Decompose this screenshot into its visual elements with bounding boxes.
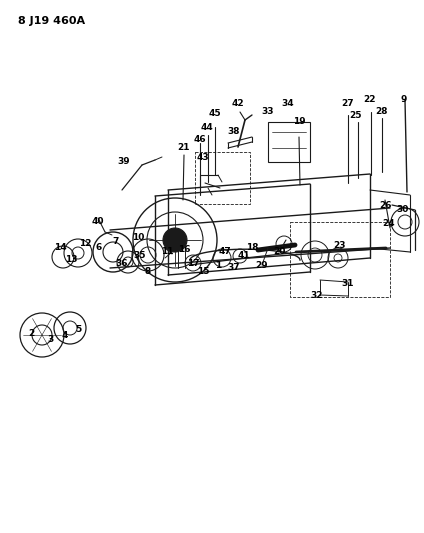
Text: 21: 21 (177, 143, 189, 152)
Text: 6: 6 (96, 244, 102, 253)
Text: 29: 29 (256, 261, 268, 270)
Text: 26: 26 (380, 200, 392, 209)
Text: 27: 27 (342, 99, 354, 108)
Text: 47: 47 (219, 247, 232, 256)
Text: 31: 31 (342, 279, 354, 288)
Text: 16: 16 (178, 245, 190, 254)
Text: 35: 35 (134, 251, 146, 260)
Text: 22: 22 (364, 95, 376, 104)
Text: 40: 40 (92, 216, 104, 225)
Text: 20: 20 (273, 247, 285, 256)
Text: 13: 13 (65, 255, 77, 264)
Text: 38: 38 (228, 126, 240, 135)
Text: 8: 8 (145, 268, 151, 277)
Text: 2: 2 (28, 328, 34, 337)
Text: 25: 25 (350, 110, 362, 119)
Text: 30: 30 (397, 206, 409, 214)
Text: 19: 19 (293, 117, 305, 126)
Text: 23: 23 (334, 241, 346, 251)
Text: 43: 43 (197, 154, 209, 163)
Text: 14: 14 (54, 244, 66, 253)
Text: 1: 1 (215, 261, 221, 270)
Text: 24: 24 (383, 220, 395, 229)
Text: 11: 11 (161, 247, 173, 256)
Text: 39: 39 (118, 157, 130, 166)
Text: 46: 46 (194, 135, 206, 144)
Text: 44: 44 (201, 124, 213, 133)
Bar (268, 122, 310, 162)
Text: 9: 9 (401, 94, 407, 103)
Text: 28: 28 (375, 108, 387, 117)
Text: 5: 5 (75, 326, 81, 335)
Text: 4: 4 (62, 332, 68, 341)
Text: 17: 17 (187, 259, 199, 268)
Text: 42: 42 (232, 99, 244, 108)
Text: 34: 34 (282, 100, 294, 109)
Text: 41: 41 (238, 251, 250, 260)
Text: 45: 45 (209, 109, 221, 117)
Text: 32: 32 (311, 290, 323, 300)
Bar (290, 222, 390, 297)
Text: 7: 7 (113, 237, 119, 246)
Text: 33: 33 (262, 108, 274, 117)
Text: 10: 10 (132, 232, 144, 241)
Bar (195, 152, 250, 204)
Text: 12: 12 (79, 239, 91, 248)
Text: 37: 37 (228, 262, 240, 271)
Text: 8 J19 460A: 8 J19 460A (18, 16, 85, 26)
Text: 36: 36 (116, 259, 128, 268)
Text: 18: 18 (246, 243, 258, 252)
Circle shape (163, 228, 187, 252)
Text: 3: 3 (48, 335, 54, 344)
Text: 15: 15 (197, 266, 209, 276)
